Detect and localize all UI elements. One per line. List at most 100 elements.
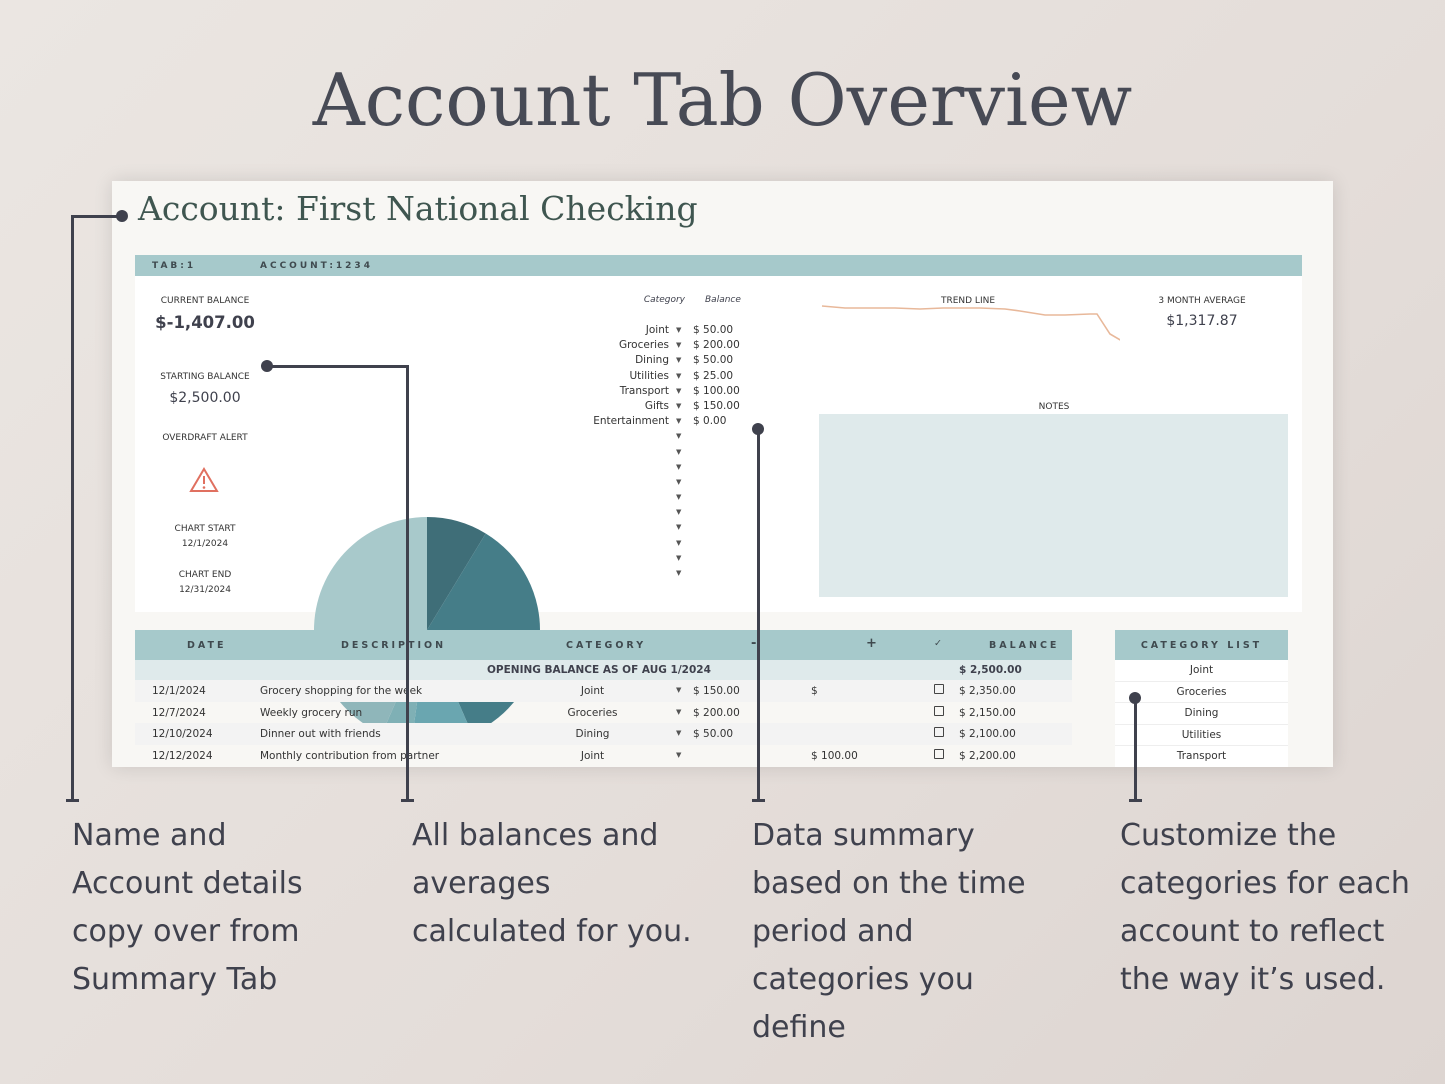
row-category[interactable]: Groceries [567, 706, 618, 719]
category-summary-list: Joint ▼ $ 50.00 Groceries ▼ $ 200.00 Din… [535, 323, 755, 581]
credit-header: + [866, 636, 880, 651]
cleared-checkbox[interactable] [934, 748, 944, 759]
row-description[interactable]: Weekly grocery run [260, 706, 363, 719]
overdraft-alert-label: OVERDRAFT ALERT [162, 433, 248, 443]
dropdown-icon[interactable]: ▼ [676, 686, 682, 694]
trend-line-chart [821, 305, 1120, 341]
dropdown-icon[interactable]: ▼ [676, 569, 682, 577]
cleared-checkbox[interactable] [934, 684, 944, 694]
callout-account-details: Name and Account details copy over from … [72, 818, 303, 997]
category-balance: $ 150.00 [693, 399, 740, 412]
category-summary-row: Gifts ▼ $ 150.00 [535, 399, 755, 414]
callout-line [406, 365, 409, 802]
pie-slice-gifts [314, 517, 427, 638]
category-summary-row: Transport ▼ $ 100.00 [535, 384, 755, 399]
callout-data-summary: Data summary based on the time period an… [752, 818, 1026, 1045]
current-balance: $-1,407.00 [155, 313, 255, 332]
warning-triangle-icon [189, 467, 219, 492]
dropdown-icon[interactable]: ▼ [676, 477, 682, 486]
row-balance: $ 2,200.00 [959, 749, 1016, 762]
dropdown-icon[interactable]: ▼ [676, 493, 682, 502]
dropdown-icon[interactable]: ▼ [676, 341, 682, 350]
row-category[interactable]: Joint [580, 685, 605, 697]
dropdown-icon[interactable]: ▼ [676, 432, 682, 441]
row-debit: $ 200.00 [693, 706, 740, 719]
category-list-item[interactable]: Joint [1115, 660, 1288, 682]
trend-line-label: TREND LINE [940, 296, 996, 306]
table-row: 12/7/2024 Weekly grocery run Groceries ▼… [135, 702, 1072, 724]
dropdown-icon[interactable]: ▼ [676, 538, 682, 547]
dropdown-icon[interactable]: ▼ [676, 356, 682, 365]
row-balance: $ 2,100.00 [959, 728, 1016, 740]
category-list-header: CATEGORY LIST [1115, 630, 1288, 660]
row-balance: $ 2,350.00 [959, 685, 1016, 697]
category-column-label: Category [643, 295, 685, 305]
dropdown-icon[interactable]: ▼ [676, 371, 682, 380]
callout-dot [116, 210, 128, 222]
date-header: DATE [187, 640, 227, 651]
opening-balance-row: OPENING BALANCE AS OF AUG 1/2024 $ 2,500… [135, 660, 1072, 680]
ledger-header: DATE DESCRIPTION CATEGORY - + ✓ BALANCE [135, 630, 1072, 660]
category-list-item[interactable]: Dining [1115, 703, 1288, 725]
balance-header: BALANCE [989, 640, 1060, 651]
row-description[interactable]: Monthly contribution from partner [260, 749, 440, 762]
cleared-checkbox[interactable] [934, 727, 944, 737]
notes-area[interactable] [819, 414, 1288, 597]
current-balance-label: CURRENT BALANCE [160, 296, 250, 306]
row-description[interactable]: Dinner out with friends [260, 728, 381, 740]
category-summary-row-empty: ▼ [535, 490, 755, 505]
category-list-item[interactable]: Groceries [1115, 681, 1288, 703]
summary-panel: CURRENT BALANCE $-1,407.00 STARTING BALA… [135, 276, 1302, 743]
page-title: Account Tab Overview [312, 58, 1133, 142]
dropdown-icon[interactable]: ▼ [676, 326, 682, 334]
row-date: 12/1/2024 [152, 685, 206, 697]
callout-line [266, 365, 409, 368]
cleared-header: ✓ [934, 638, 945, 649]
category-name: Transport [619, 384, 669, 397]
dropdown-icon[interactable]: ▼ [676, 508, 682, 517]
chart-end-date: 12/31/2024 [179, 585, 231, 595]
category-summary-row: Entertainment ▼ $ 0.00 [535, 414, 755, 429]
row-category[interactable]: Joint [580, 749, 605, 762]
row-category[interactable]: Dining [575, 728, 610, 740]
dropdown-icon[interactable]: ▼ [676, 447, 682, 456]
table-row: 12/12/2024 Monthly contribution from par… [135, 745, 1072, 767]
callout-line [1134, 697, 1137, 802]
category-summary-row: Utilities ▼ $ 25.00 [535, 369, 755, 384]
transaction-ledger: DATE DESCRIPTION CATEGORY - + ✓ BALANCE … [135, 630, 1072, 766]
callout-line [71, 215, 121, 218]
row-date: 12/7/2024 [152, 706, 206, 719]
notes-label: NOTES [1038, 402, 1070, 412]
dropdown-icon[interactable]: ▼ [676, 523, 682, 532]
category-list-item[interactable]: Transport [1115, 746, 1288, 767]
category-list-item[interactable]: Utilities [1115, 724, 1288, 746]
dropdown-icon[interactable]: ▼ [676, 750, 682, 759]
category-name: Groceries [618, 339, 669, 352]
category-balance: $ 50.00 [693, 354, 734, 367]
category-list: CATEGORY LIST Joint Groceries Dining Utilit… [1115, 630, 1288, 767]
table-row: 12/10/2024 Dinner out with friends Dinin… [135, 723, 1072, 745]
tab-number: TAB:1 [152, 261, 197, 271]
dropdown-icon[interactable]: ▼ [676, 553, 682, 562]
dropdown-icon[interactable]: ▼ [676, 729, 682, 737]
account-number: ACCOUNT:1234 [260, 261, 373, 271]
row-description[interactable]: Grocery shopping for the week [260, 685, 423, 697]
category-summary-row-empty: ▼ [535, 429, 755, 444]
starting-balance: $2,500.00 [169, 390, 241, 406]
category-balance: $ 50.00 [693, 324, 734, 336]
dropdown-icon[interactable]: ▼ [676, 417, 682, 426]
cleared-checkbox[interactable] [934, 705, 944, 716]
category-name: Utilities [629, 369, 669, 382]
dropdown-icon[interactable]: ▼ [676, 386, 682, 395]
account-title: Account: First National Checking [138, 189, 698, 228]
callout-line [401, 799, 414, 802]
dropdown-icon[interactable]: ▼ [676, 707, 682, 716]
opening-balance-value: $ 2,500.00 [959, 664, 1022, 676]
callout-line [1129, 799, 1142, 802]
dropdown-icon[interactable]: ▼ [676, 462, 682, 471]
chart-start-date: 12/1/2024 [181, 539, 229, 549]
category-name: Entertainment [593, 415, 669, 428]
opening-balance-label: OPENING BALANCE AS OF AUG 1/2024 [487, 664, 711, 676]
dropdown-icon[interactable]: ▼ [676, 401, 682, 410]
category-summary-row: Groceries ▼ $ 200.00 [535, 338, 755, 353]
